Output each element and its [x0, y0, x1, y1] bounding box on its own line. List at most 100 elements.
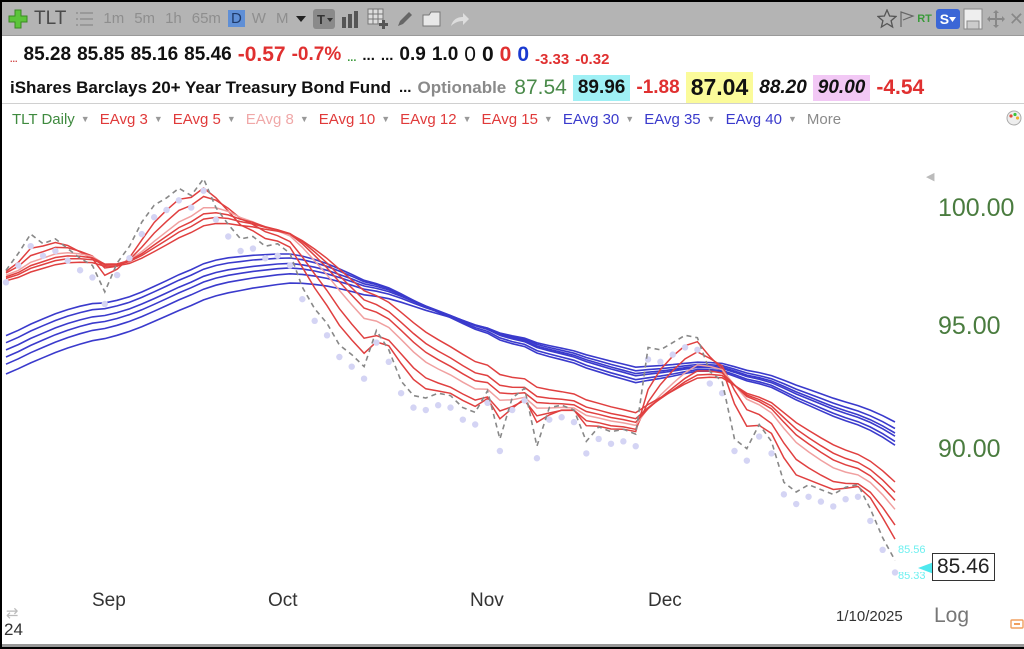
chart-plot[interactable] — [2, 132, 1024, 647]
low-dot — [471, 421, 479, 428]
info-change-red: -1.88 — [636, 76, 680, 98]
marker-upper-label: 85.56 — [898, 544, 926, 556]
zero-blue: 0 — [517, 43, 530, 66]
legend-label: EAvg 8 — [245, 110, 294, 128]
legend-label: TLT Daily — [12, 110, 75, 128]
y-tick-90: 90.00 — [938, 435, 1001, 463]
palette-icon[interactable] — [1006, 110, 1022, 130]
marker-lower-label: 85.33 — [898, 572, 926, 580]
legend-eavg-5[interactable]: EAvg 5 ▼ — [173, 111, 236, 128]
x-tick-dec: Dec — [648, 590, 682, 611]
legend-eavg-3[interactable]: EAvg 3 ▼ — [100, 111, 163, 128]
chevron-down-icon[interactable]: ▼ — [462, 114, 472, 124]
chart-toolbar: TLT 1m 5m 1h 65m D W M T — [2, 2, 1024, 36]
legend-label: EAvg 15 — [481, 110, 538, 128]
value-n1: -3.33 — [535, 51, 570, 68]
low-dot — [768, 450, 775, 457]
legend-eavg-10[interactable]: EAvg 10 ▼ — [319, 111, 390, 128]
timeframe-1h[interactable]: 1h — [165, 10, 182, 27]
scroll-arrows-icon[interactable]: ⇄ — [6, 604, 19, 622]
low-dot — [175, 197, 183, 204]
low-dot — [150, 214, 158, 221]
chevron-down-icon[interactable]: ▼ — [80, 114, 90, 124]
value-n2: -0.32 — [575, 51, 610, 68]
text-tool-icon[interactable]: T — [313, 7, 336, 31]
legend-eavg-15[interactable]: EAvg 15 ▼ — [481, 111, 552, 128]
legend-eavg-8[interactable]: EAvg 8 ▼ — [246, 111, 309, 128]
symbol-label[interactable]: TLT — [34, 7, 67, 29]
timeframe-dropdown-icon[interactable] — [295, 7, 307, 31]
legend-eavg-12[interactable]: EAvg 12 ▼ — [400, 111, 471, 128]
low-dot — [15, 262, 22, 269]
timeframe-m[interactable]: M — [275, 10, 289, 27]
series-line — [5, 216, 896, 493]
save-icon[interactable] — [963, 7, 983, 31]
bottom-scrollbar[interactable] — [2, 644, 1024, 647]
legend-eavg-35[interactable]: EAvg 35 ▼ — [644, 111, 715, 128]
share-icon[interactable] — [449, 7, 471, 31]
security-name: iShares Barclays 20+ Year Treasury Bond … — [10, 77, 391, 97]
series-line — [5, 257, 896, 443]
star-icon[interactable] — [877, 7, 898, 31]
series-line — [5, 195, 896, 526]
add-symbol-icon[interactable] — [8, 7, 28, 31]
legend-eavg-40[interactable]: EAvg 40 ▼ — [726, 111, 797, 128]
chevron-down-icon[interactable]: ▼ — [788, 114, 797, 124]
timeframe-5m[interactable]: 5m — [134, 10, 156, 27]
chevron-down-icon[interactable]: ▼ — [226, 114, 236, 124]
low-dot — [793, 500, 800, 508]
log-scale-toggle[interactable]: Log — [934, 604, 970, 627]
low-dot — [657, 358, 664, 366]
flag-icon[interactable] — [899, 7, 915, 31]
chevron-down-icon[interactable]: ▼ — [381, 114, 391, 124]
low-dot — [299, 295, 306, 303]
value-1: 0.9 — [399, 44, 426, 65]
chevron-down-icon[interactable]: ▼ — [299, 114, 309, 124]
legend-tlt-daily[interactable]: TLT Daily ▼ — [12, 111, 90, 128]
timeframe-1m[interactable]: 1m — [103, 10, 125, 27]
low-dot — [323, 332, 331, 339]
legend-more-button[interactable]: More — [806, 110, 842, 128]
realtime-icon[interactable]: RT — [917, 13, 932, 25]
chevron-down-icon[interactable]: ▼ — [543, 114, 553, 124]
bar-chart-icon[interactable] — [341, 7, 361, 31]
s-menu-label: S — [939, 11, 950, 27]
info-price-pink: 90.00 — [812, 74, 871, 101]
chevron-down-icon[interactable]: ▼ — [153, 114, 163, 124]
low-dot — [644, 356, 652, 363]
series-line — [5, 267, 896, 434]
timeframe-65m[interactable]: 65m — [191, 10, 221, 27]
folder-icon[interactable] — [421, 7, 443, 31]
s-menu-icon[interactable]: S — [935, 9, 960, 29]
low-dot — [397, 389, 405, 397]
date-label: 1/10/2025 — [836, 608, 903, 625]
close-icon[interactable]: ✕ — [1008, 8, 1024, 30]
camera-icon[interactable] — [1010, 614, 1024, 633]
move-icon[interactable] — [986, 7, 1005, 31]
low-dot — [509, 406, 516, 414]
low-dot — [694, 346, 701, 353]
low-dot — [521, 397, 528, 404]
legend-eavg-30[interactable]: EAvg 30 ▼ — [563, 111, 634, 128]
low-dot — [533, 455, 541, 462]
pencil-icon[interactable] — [395, 7, 415, 31]
low-dot — [607, 440, 615, 447]
series-line — [5, 187, 896, 540]
info-price-italic: 88.20 — [759, 76, 807, 98]
collapse-arrow-icon[interactable]: ◀ — [926, 170, 935, 183]
chevron-down-icon[interactable]: ▼ — [625, 114, 635, 124]
list-icon[interactable] — [76, 7, 94, 31]
low-dot — [101, 300, 108, 308]
price-chart[interactable]: ◀ 100.00 95.00 90.00 85.56 85.33 85.46 S… — [2, 132, 1024, 647]
chevron-down-icon[interactable]: ▼ — [706, 114, 716, 124]
low-dot — [360, 375, 368, 382]
low-dot — [484, 399, 491, 406]
low-dot — [422, 406, 430, 414]
low-dot — [459, 416, 467, 423]
timeframe-d[interactable]: D — [227, 10, 245, 27]
info-price-cyan: 89.96 — [572, 74, 631, 101]
timeframe-w[interactable]: W — [251, 10, 266, 27]
change-percent: -0.7% — [291, 44, 342, 65]
table-add-icon[interactable] — [367, 7, 389, 31]
